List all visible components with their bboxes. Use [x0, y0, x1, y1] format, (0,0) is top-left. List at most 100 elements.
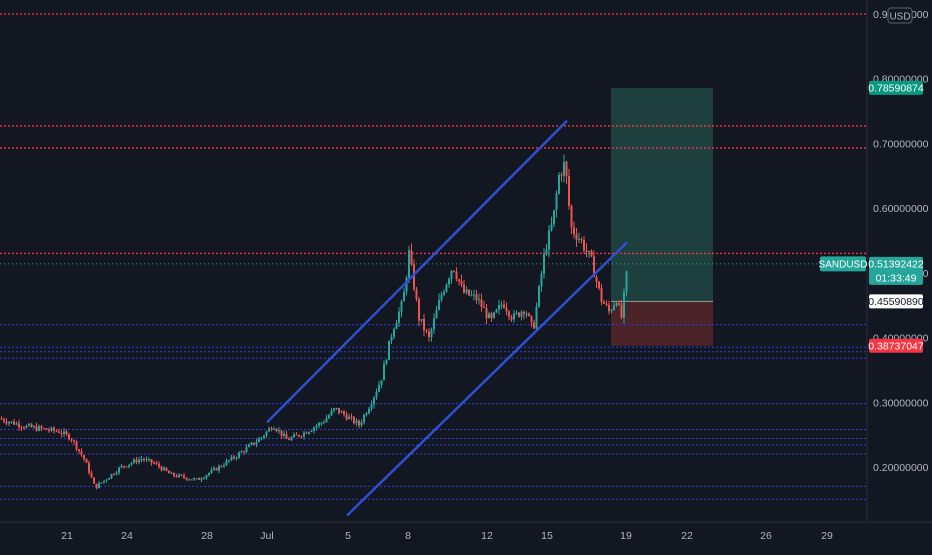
- candle-body: [10, 421, 13, 423]
- candle-body: [273, 428, 275, 430]
- candle-body: [83, 455, 85, 460]
- candle-body: [365, 413, 368, 415]
- candle-body: [488, 313, 490, 319]
- candle-body: [118, 467, 120, 473]
- candle-body: [220, 465, 223, 467]
- candle-body: [475, 294, 478, 301]
- candle-body: [498, 304, 500, 310]
- time-axis[interactable]: [0, 522, 932, 550]
- candle-body: [443, 291, 445, 295]
- time-tick-label: 22: [681, 530, 693, 542]
- candle-body: [620, 304, 623, 318]
- candle-body: [280, 430, 283, 436]
- candle-body: [318, 422, 320, 426]
- candle-body: [413, 264, 415, 290]
- candle-body: [575, 234, 578, 240]
- loss-zone[interactable]: [611, 301, 713, 346]
- candle-body: [598, 281, 600, 289]
- candle-body: [153, 462, 155, 464]
- candle-body: [60, 432, 63, 435]
- candle-body: [578, 239, 580, 241]
- channel-upper-line[interactable]: [266, 119, 568, 424]
- candle-body: [193, 478, 195, 480]
- candle-body: [368, 408, 370, 414]
- trend-channel[interactable]: [266, 119, 628, 517]
- channel-lower-line[interactable]: [346, 241, 628, 517]
- candle-body: [120, 465, 123, 468]
- candle-body: [180, 474, 183, 476]
- time-axis-ticks: 21 24 28 Jul 5 8 12 15 19 22 26 29: [61, 530, 833, 542]
- price-tick-label: 0.30000000: [873, 397, 929, 409]
- candle-body: [465, 289, 468, 293]
- candle-body: [258, 438, 260, 442]
- candle-body: [130, 462, 133, 465]
- target-price-badge: 0.78590874: [868, 80, 924, 95]
- candle-body: [513, 313, 515, 320]
- candle-body: [510, 316, 513, 320]
- candle-body: [0, 418, 3, 420]
- time-tick-label: Jul: [260, 530, 273, 542]
- entry-price-badge: 0.45590890: [868, 294, 924, 309]
- candle-body: [115, 472, 118, 475]
- candle-body: [585, 250, 588, 252]
- candle-body: [158, 463, 160, 467]
- candle-body: [88, 462, 90, 473]
- candle-body: [5, 421, 8, 424]
- candle-body: [148, 459, 150, 461]
- candle-body: [65, 431, 68, 435]
- candle-body: [335, 408, 338, 410]
- candle-body: [235, 457, 238, 459]
- candle-body: [128, 464, 130, 467]
- currency-button[interactable]: USD: [887, 7, 913, 24]
- candle-body: [618, 303, 620, 305]
- candle-body: [25, 425, 28, 428]
- candle-body: [90, 472, 93, 478]
- candle-body: [293, 434, 295, 438]
- candle-body: [315, 425, 318, 428]
- candle-body: [325, 418, 328, 423]
- candle-body: [38, 426, 40, 431]
- symbol-label: SANDUSD: [819, 259, 868, 270]
- candle-body: [360, 422, 363, 426]
- candle-body: [3, 419, 5, 422]
- candle-body: [208, 472, 210, 476]
- candle-body: [250, 442, 253, 445]
- candle-body: [363, 414, 365, 423]
- candle-body: [230, 456, 233, 461]
- candle-body: [625, 271, 628, 292]
- candle-body: [240, 451, 243, 453]
- candle-body: [583, 239, 585, 251]
- candle-body: [135, 459, 138, 463]
- stop-price-badge: 0.38737047: [868, 338, 924, 353]
- candle-body: [263, 435, 265, 438]
- candle-body: [288, 438, 290, 441]
- time-tick-label: 12: [481, 530, 493, 542]
- candle-body: [225, 460, 228, 466]
- trade-zones[interactable]: [611, 87, 713, 346]
- symbol-badge: SANDUSD: [819, 256, 868, 272]
- candle-body: [433, 318, 435, 330]
- candle-body: [210, 469, 213, 473]
- stop-price-label: 0.38737047: [868, 341, 924, 353]
- candle-body: [428, 331, 430, 338]
- candle-body: [455, 271, 458, 280]
- candle-body: [518, 312, 520, 317]
- candle-body: [525, 313, 528, 315]
- candle-body: [188, 479, 190, 481]
- candle-body: [100, 482, 103, 484]
- candle-body: [68, 434, 70, 440]
- price-tick-label: 0.20000000: [873, 462, 929, 474]
- candle-body: [160, 466, 163, 471]
- current-price-badge: 0.51392422 01:33:49: [868, 256, 924, 285]
- candle-body: [603, 301, 605, 304]
- profit-zone[interactable]: [611, 87, 713, 302]
- countdown-label: 01:33:49: [876, 272, 917, 284]
- candle-body: [238, 452, 240, 458]
- candle-body: [75, 441, 78, 450]
- candle-body: [558, 174, 560, 194]
- candle-body: [245, 447, 248, 453]
- candle-body: [495, 309, 498, 313]
- candle-body: [408, 250, 410, 278]
